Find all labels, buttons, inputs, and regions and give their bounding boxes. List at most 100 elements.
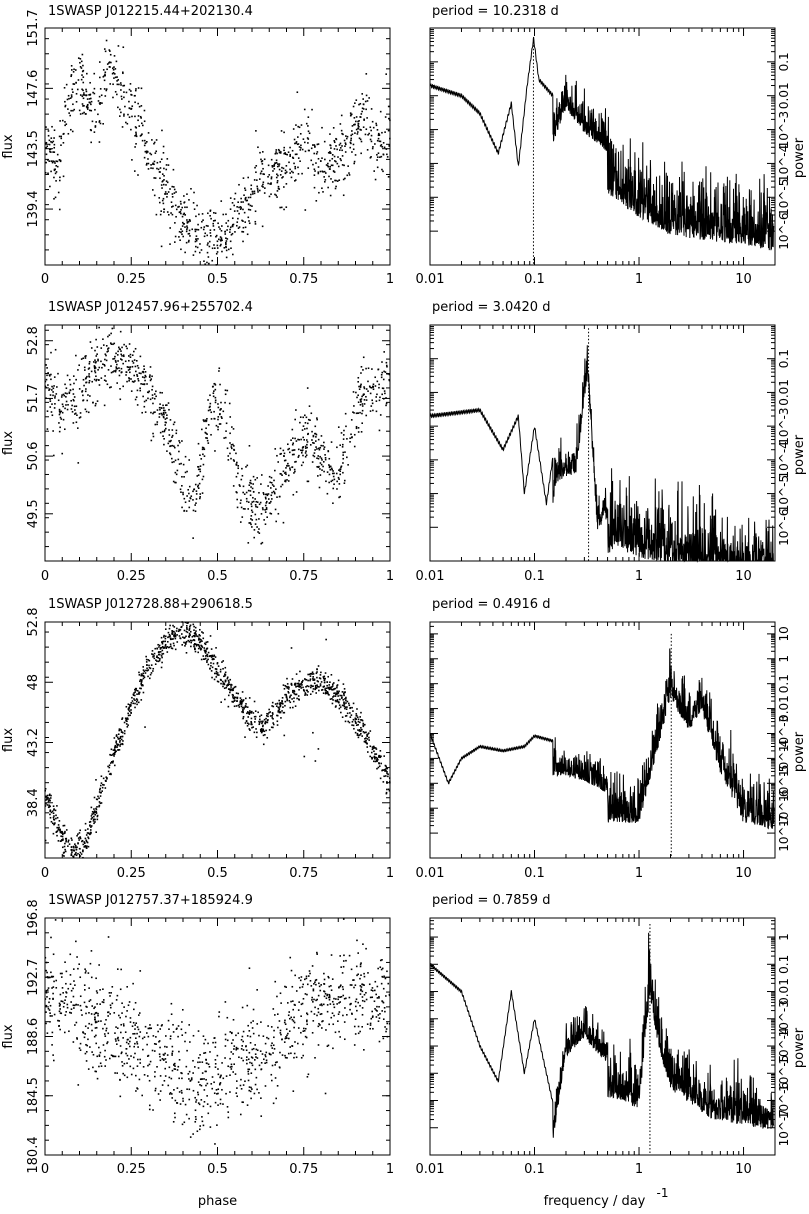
data-point [154, 152, 157, 154]
data-point [204, 650, 207, 652]
data-point [75, 854, 78, 857]
data-point [96, 353, 98, 355]
data-point [124, 360, 127, 363]
data-point [195, 1099, 198, 1101]
data-point [278, 168, 281, 171]
lightcurve-panel-3: 1SWASP J012728.88+290618.50 0.25 0.5 0.75 13… [1, 597, 394, 881]
data-point [52, 140, 55, 143]
data-point [274, 703, 277, 705]
data-point [230, 686, 232, 688]
data-point [125, 1052, 127, 1055]
x-tick-label: 0.25 [117, 272, 146, 287]
data-point [136, 404, 139, 406]
data-point [89, 128, 92, 131]
data-point [54, 809, 57, 812]
data-point [254, 710, 257, 712]
data-point [86, 841, 89, 844]
data-point [156, 161, 159, 164]
data-point [46, 367, 48, 369]
data-point [220, 416, 223, 418]
data-point [110, 343, 113, 345]
data-point [51, 125, 53, 128]
data-point [305, 416, 308, 419]
data-point [338, 483, 341, 485]
data-point [163, 174, 165, 177]
data-point [168, 646, 170, 649]
data-point [369, 392, 372, 395]
data-point [192, 202, 195, 204]
data-point [373, 760, 375, 763]
data-point [186, 219, 188, 221]
data-point [242, 491, 244, 494]
data-point [221, 417, 223, 419]
data-point [277, 174, 279, 177]
data-point [365, 399, 368, 401]
data-point [181, 230, 184, 233]
data-point [298, 146, 301, 148]
data-point [352, 702, 355, 705]
data-point [79, 836, 81, 839]
data-point [378, 140, 381, 143]
data-point [360, 986, 363, 988]
data-point [64, 830, 66, 833]
data-point [186, 622, 188, 624]
data-point [232, 223, 235, 226]
data-point [181, 1092, 183, 1094]
data-point [364, 133, 367, 136]
data-point [250, 722, 253, 724]
data-point [117, 1036, 119, 1039]
data-point [237, 1047, 239, 1050]
data-point [199, 454, 201, 457]
data-point [148, 376, 151, 378]
data-point [131, 159, 133, 161]
data-point [76, 427, 79, 429]
data-point [50, 373, 52, 376]
data-point [140, 681, 143, 683]
data-point [281, 697, 284, 699]
data-point [184, 636, 186, 639]
data-point [227, 1111, 230, 1113]
data-point [307, 480, 310, 483]
data-point [308, 132, 311, 135]
data-point [194, 504, 196, 506]
data-point [153, 657, 156, 660]
data-point [209, 232, 212, 234]
data-point [337, 476, 340, 479]
data-point [352, 143, 355, 146]
data-point [205, 437, 207, 439]
data-point [263, 519, 265, 521]
data-point [73, 68, 75, 71]
data-point [119, 743, 122, 746]
data-point [335, 185, 337, 188]
data-point [222, 660, 225, 662]
data-point [370, 108, 373, 110]
data-point [365, 414, 368, 417]
data-point [355, 391, 357, 394]
data-point [314, 425, 317, 428]
data-point [72, 856, 75, 859]
data-point [358, 125, 360, 128]
data-point [322, 692, 325, 694]
data-point [246, 712, 248, 715]
data-point [113, 73, 116, 75]
data-point [253, 190, 256, 193]
data-point [185, 635, 187, 638]
data-point [230, 247, 232, 250]
data-point [60, 835, 62, 838]
data-point [241, 700, 244, 703]
data-point [137, 1028, 140, 1031]
data-point [94, 365, 96, 368]
data-point [364, 100, 367, 103]
data-point [313, 152, 316, 155]
y-tick-label-text: 43.2 [26, 728, 41, 757]
data-point [378, 1017, 381, 1019]
data-point [72, 393, 75, 395]
data-point [360, 383, 362, 386]
data-point [112, 68, 115, 71]
data-point [95, 355, 98, 357]
data-point [267, 175, 269, 178]
data-point [61, 1000, 64, 1003]
data-point [217, 426, 219, 428]
data-point [248, 728, 251, 730]
data-point [186, 227, 189, 229]
